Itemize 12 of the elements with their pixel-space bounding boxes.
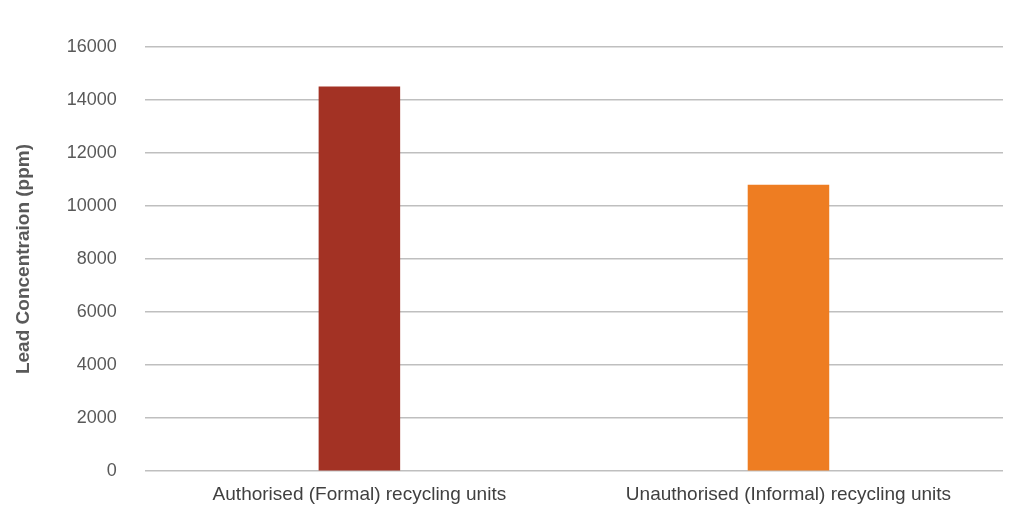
y-tick-label: 16000 [66, 35, 117, 56]
y-tick-label: 4000 [76, 354, 117, 375]
y-tick-label: 0 [106, 460, 117, 481]
y-tick-label: 6000 [76, 301, 117, 322]
y-tick-label: 12000 [66, 141, 117, 162]
y-tick-label: 14000 [66, 88, 117, 109]
x-tick-label: Unauthorised (Informal) recycling units [625, 482, 952, 504]
y-tick-label: 8000 [76, 247, 117, 268]
y-axis-title: Lead Concentraion (ppm) [11, 143, 33, 375]
y-tick-label: 2000 [76, 407, 117, 428]
x-tick-label: Authorised (Formal) recycling units [212, 482, 507, 504]
y-tick-label: 10000 [66, 194, 117, 215]
